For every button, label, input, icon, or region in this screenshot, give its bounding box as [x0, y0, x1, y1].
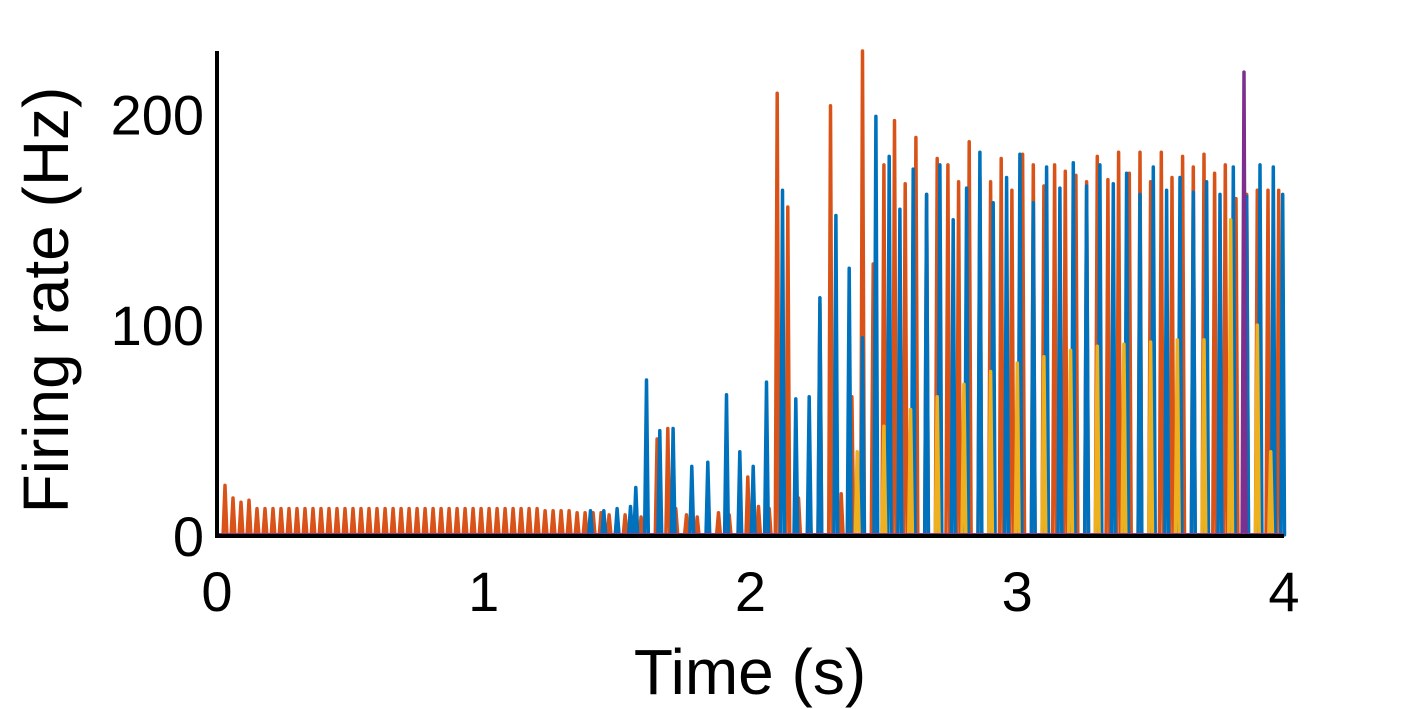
x-tick-label: 3: [1002, 560, 1033, 623]
y-axis-title: Firing rate (Hz): [10, 87, 82, 514]
x-tick-label: 0: [201, 560, 232, 623]
series-line-yellow: [217, 217, 1284, 537]
x-tick-labels: 0 1 2 3 4: [201, 560, 1299, 623]
x-axis-title: Time (s): [634, 636, 866, 708]
x-tick-label: 4: [1268, 560, 1299, 623]
y-tick-label: 0: [173, 505, 204, 568]
series-layer: [217, 49, 1287, 537]
y-tick-label: 100: [111, 294, 204, 357]
x-tick-label: 1: [468, 560, 499, 623]
y-tick-labels: 0 100 200: [111, 83, 204, 568]
y-tick-label: 200: [111, 83, 204, 146]
x-tick-label: 2: [735, 560, 766, 623]
